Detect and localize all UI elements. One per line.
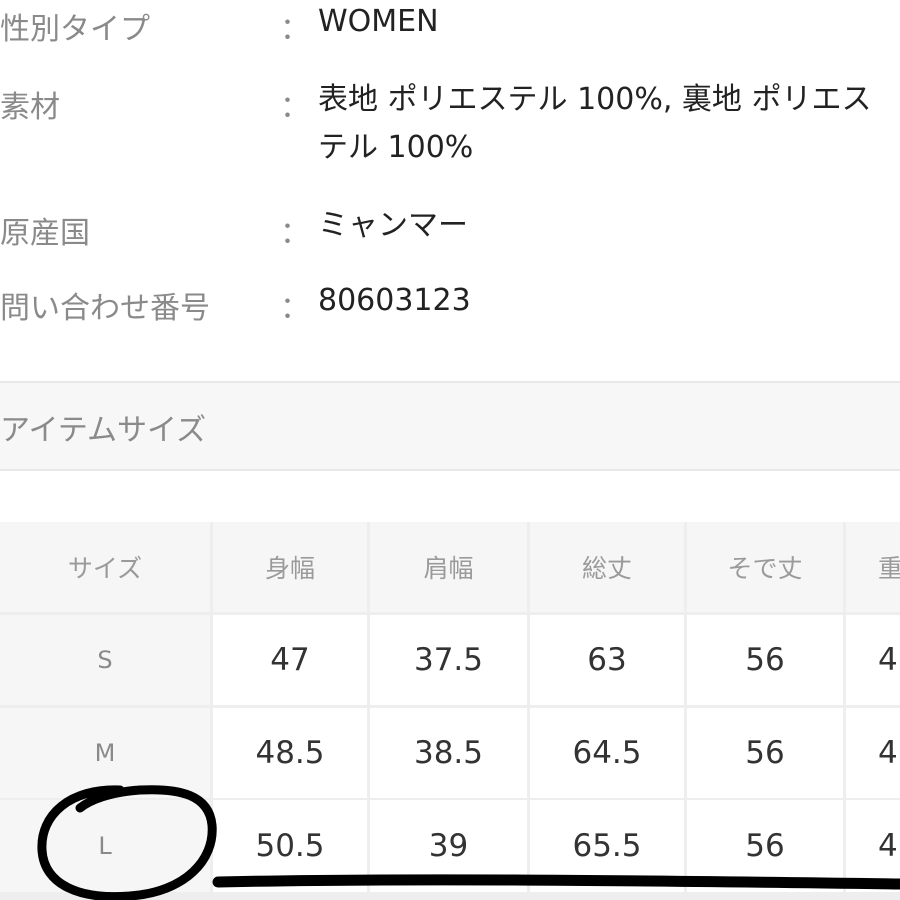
colon: ： [280,291,310,326]
table-cell-weight: 4 [846,708,900,798]
info-value: WOMEN [318,4,439,39]
column-header-body-width: 身幅 [213,522,367,612]
table-cell-weight: 4 [846,615,900,705]
table-cell-sleeve-length: 56 [687,708,843,798]
table-cell-body-width: 47 [213,615,367,705]
table-cell-shoulder-width: 39 [370,800,527,892]
table-cell-body-width: 48.5 [213,708,367,798]
column-header-sleeve-length: そで丈 [687,522,843,612]
table-cell-total-length: 65.5 [530,800,684,892]
table-cell-weight: 4 [846,800,900,892]
table-cell-sleeve-length: 56 [687,800,843,892]
table-cell-total-length: 64.5 [530,708,684,798]
info-value: 表地 ポリエステル 100%, 裏地 ポリエステル 100% [318,82,872,165]
info-label: 素材 [0,90,60,125]
colon: ： [280,90,310,125]
table-cell-body-width: 50.5 [213,800,367,892]
table-cell-size: M [0,708,210,798]
info-label: 性別タイプ [0,12,150,47]
table-cell-shoulder-width: 37.5 [370,615,527,705]
info-value: 80603123 [318,283,471,318]
table-cell-shoulder-width: 38.5 [370,708,527,798]
section-title: アイテムサイズ [0,413,207,448]
column-header-shoulder-width: 肩幅 [370,522,527,612]
column-header-size: サイズ [0,522,210,612]
table-cell-total-length: 63 [530,615,684,705]
column-header-total-length: 総丈 [530,522,684,612]
info-value: ミャンマー [318,208,468,243]
section-header-item-size: アイテムサイズ [0,381,900,471]
size-table: サイズ 身幅 肩幅 総丈 そで丈重 S 47 37.5 63 56 4 M 48.5 38.5 64.5 56… [0,522,900,900]
info-label: 問い合わせ番号 [0,291,210,326]
table-cell-size: S [0,615,210,705]
colon: ： [280,12,310,47]
column-header-weight: 重 [846,522,900,612]
table-cell-size: L [0,800,210,892]
table-cell-sleeve-length: 56 [687,615,843,705]
colon: ： [280,216,310,251]
info-label: 原産国 [0,216,90,251]
